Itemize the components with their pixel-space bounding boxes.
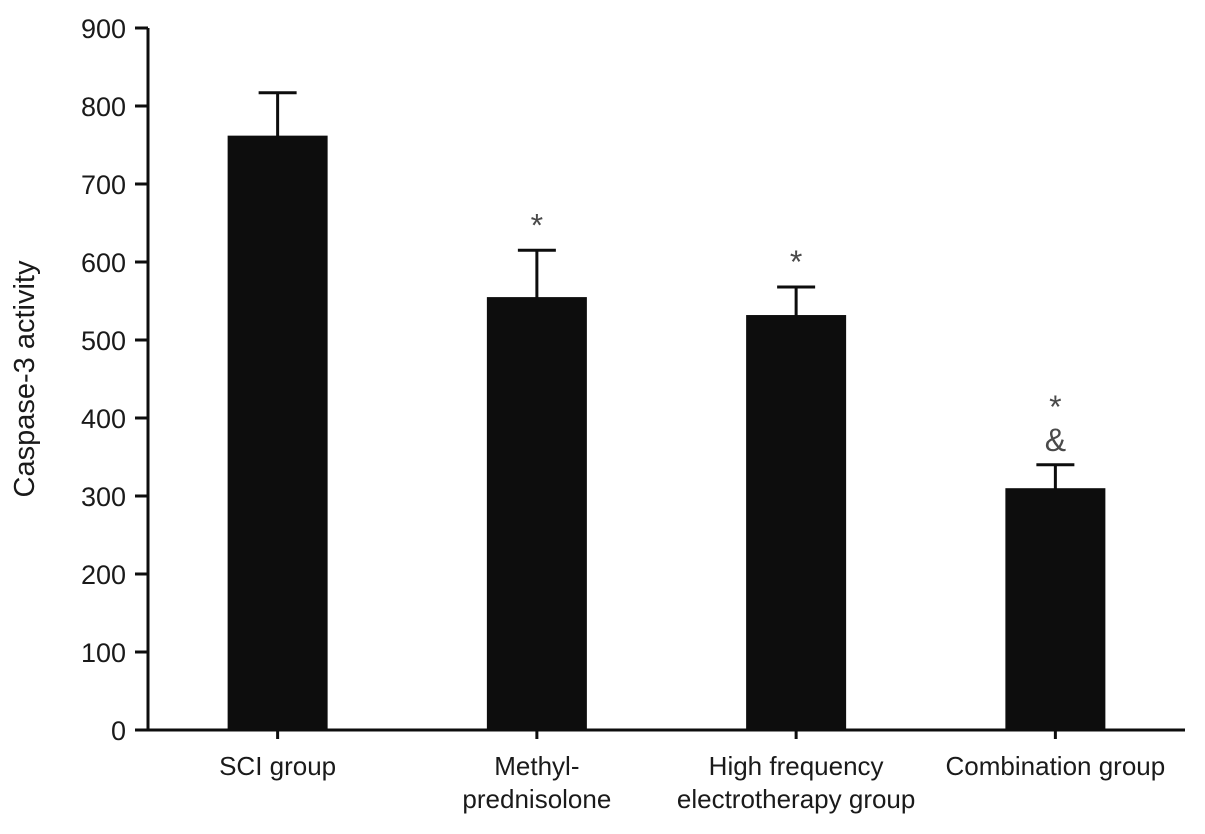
- y-tick-label: 100: [81, 638, 126, 668]
- significance-marker: &: [1045, 422, 1066, 458]
- y-tick-label: 900: [81, 14, 126, 44]
- x-category-label: Methyl-prednisolone: [462, 751, 611, 814]
- significance-marker: *: [531, 207, 543, 243]
- bar: [746, 315, 847, 730]
- y-tick-label: 400: [81, 404, 126, 434]
- y-tick-label: 800: [81, 92, 126, 122]
- significance-marker: *: [790, 244, 802, 280]
- y-tick-label: 300: [81, 482, 126, 512]
- bar: [1005, 488, 1106, 730]
- significance-marker: *: [1049, 389, 1061, 425]
- y-axis-title: Caspase-3 activity: [9, 260, 41, 497]
- y-tick-label: 600: [81, 248, 126, 278]
- y-tick-label: 700: [81, 170, 126, 200]
- x-category-label: High frequency electrotherapy group: [677, 751, 915, 814]
- y-tick-label: 0: [111, 716, 126, 746]
- y-tick-label: 200: [81, 560, 126, 590]
- bar: [227, 135, 328, 730]
- bar: [486, 297, 587, 730]
- x-category-label: Combination group: [946, 751, 1166, 781]
- x-category-label: SCI group: [219, 751, 336, 781]
- y-tick-label: 500: [81, 326, 126, 356]
